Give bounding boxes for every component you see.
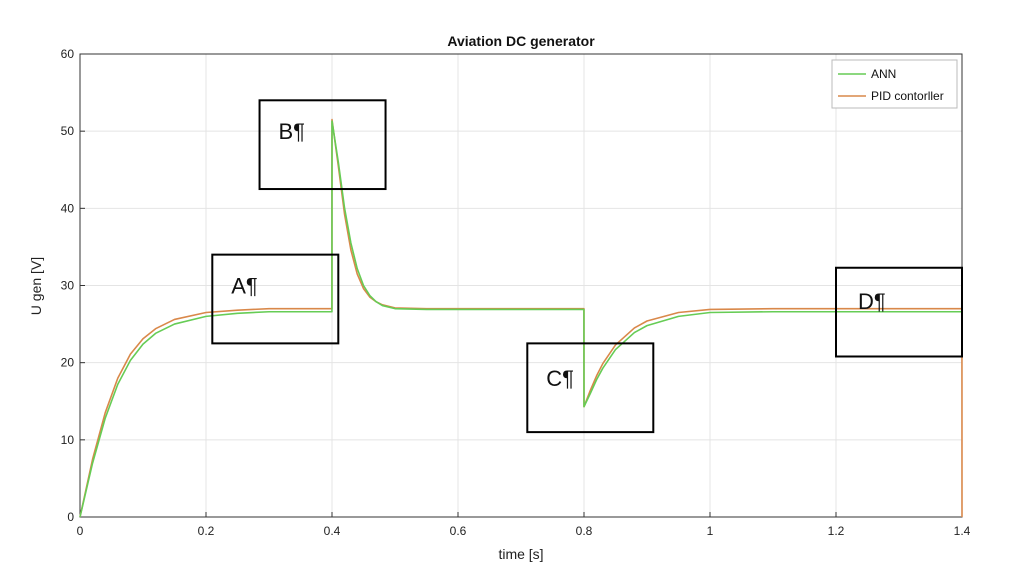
annotation-label: B¶ — [278, 119, 305, 144]
y-tick-label: 20 — [61, 356, 75, 370]
x-tick-label: 0.6 — [450, 524, 467, 538]
y-tick-label: 40 — [61, 201, 75, 215]
annotation-box — [835, 266, 963, 358]
x-axis: 0 0.2 0.4 0.6 0.8 1 1.2 1.4 — [77, 512, 971, 538]
x-tick-label: 0.2 — [198, 524, 215, 538]
x-tick-label: 1.2 — [828, 524, 845, 538]
grid — [79, 53, 963, 518]
annotation-label: A¶ — [231, 274, 258, 299]
y-axis-label: U gen [V] — [28, 257, 44, 315]
x-tick-label: 1.4 — [954, 524, 971, 538]
x-tick-label: 0.4 — [324, 524, 341, 538]
legend: ANN PID contorller — [831, 59, 958, 109]
x-axis-label: time [s] — [498, 546, 543, 562]
legend-label-pid: PID contorller — [871, 89, 944, 103]
annotation-group: A¶ B¶ C¶ D¶ — [211, 99, 963, 434]
series-group — [79, 118, 963, 518]
y-tick-label: 10 — [61, 433, 75, 447]
y-axis: 0 10 20 30 40 50 60 — [61, 47, 85, 524]
y-tick-label: 60 — [61, 47, 75, 61]
annotation-label: D¶ — [858, 289, 886, 314]
chart-title: Aviation DC generator — [447, 33, 595, 49]
annotation-label: C¶ — [546, 366, 574, 391]
legend-box — [831, 59, 958, 109]
annotation-box — [526, 342, 655, 434]
annotation-box — [211, 253, 340, 345]
annotation-box — [258, 99, 387, 191]
y-tick-label: 50 — [61, 124, 75, 138]
series-line-ann — [79, 120, 962, 518]
x-tick-label: 1 — [707, 524, 714, 538]
y-tick-label: 30 — [61, 279, 75, 293]
x-tick-label: 0 — [77, 524, 84, 538]
x-tick-label: 0.8 — [576, 524, 593, 538]
y-tick-label: 0 — [67, 510, 74, 524]
legend-label-ann: ANN — [871, 67, 896, 81]
